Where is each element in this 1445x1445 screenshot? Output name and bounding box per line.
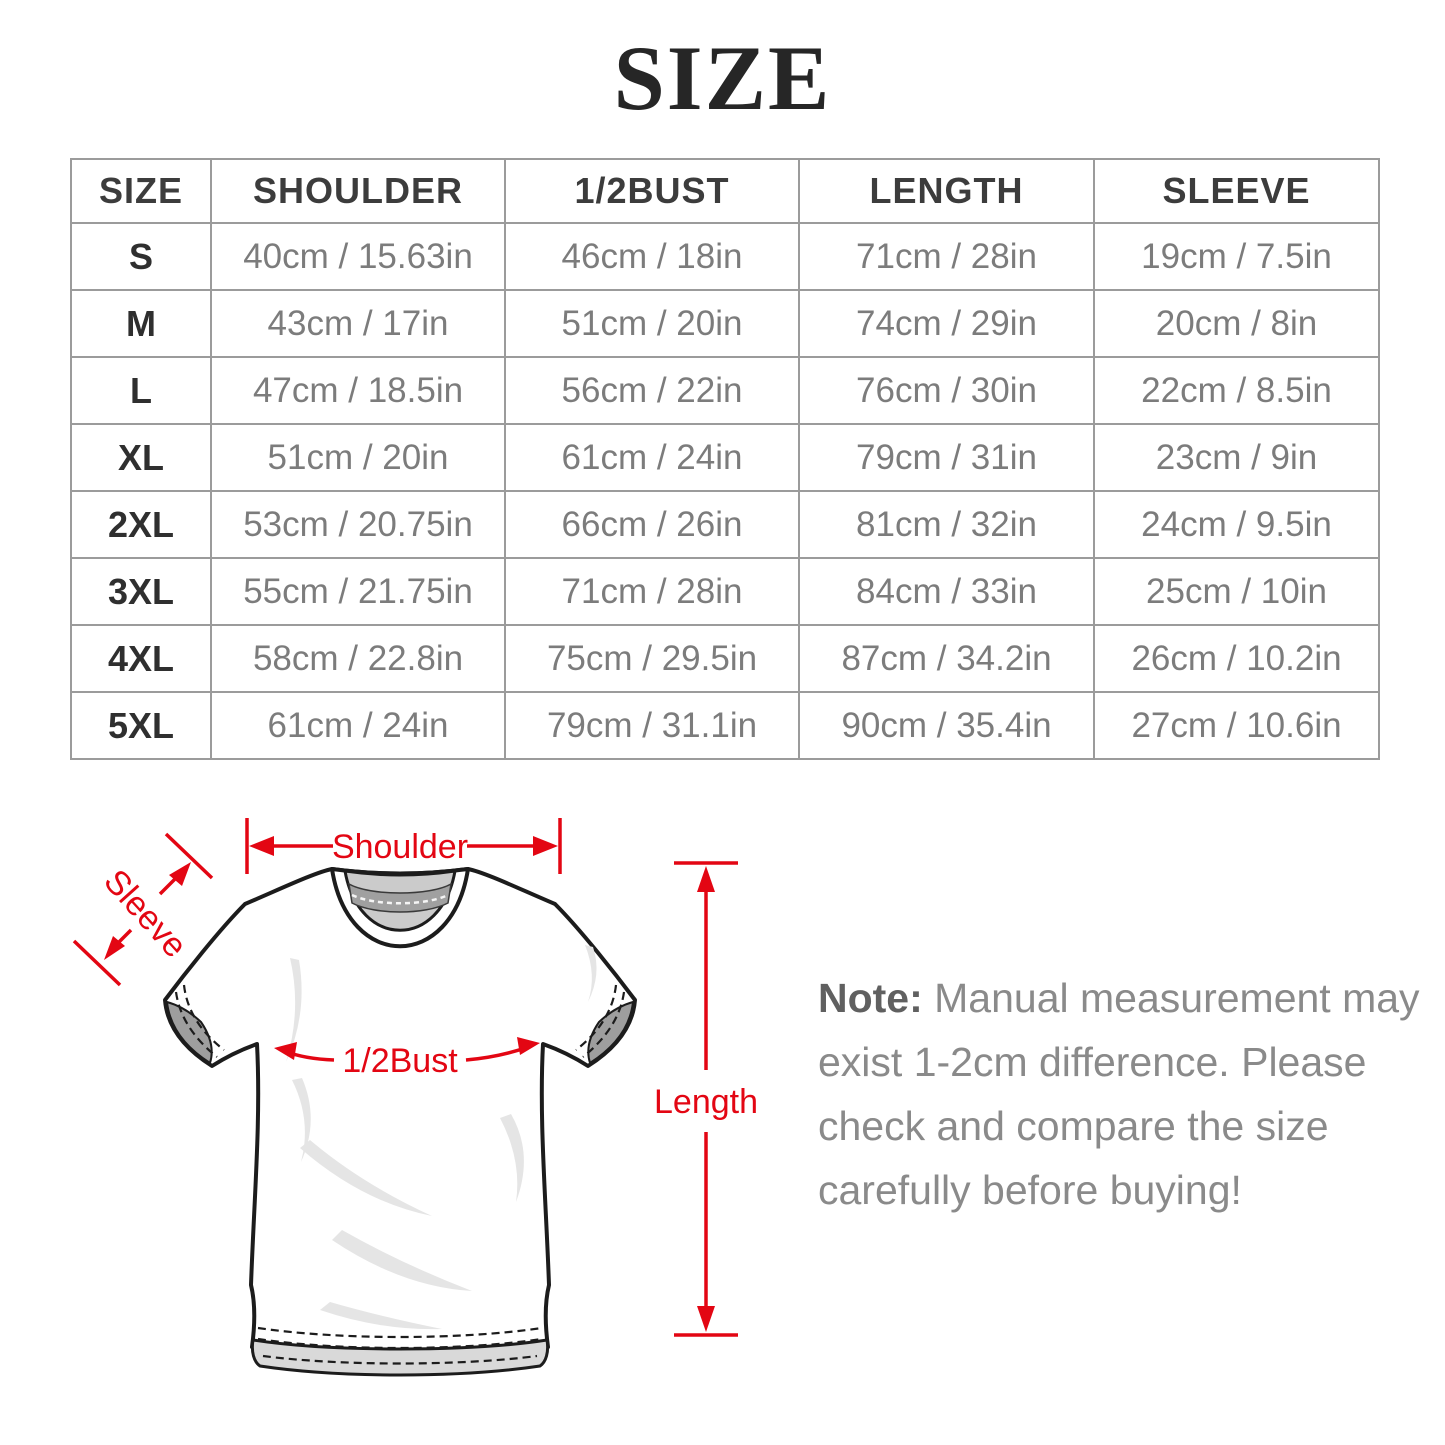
shoulder-dimension-arrow: Shoulder: [245, 818, 562, 874]
shoulder-cell: 51cm / 20in: [210, 423, 506, 492]
size-cell: S: [70, 222, 212, 291]
left-cuff-stitches: [174, 984, 225, 1058]
size-cell: 2XL: [70, 490, 212, 559]
table-row: XL 51cm / 20in 61cm / 24in 79cm / 31in 2…: [70, 423, 1380, 492]
note-text: Note: Manual measurement may exist 1-2cm…: [818, 966, 1445, 1222]
bust-cell: 75cm / 29.5in: [504, 624, 800, 693]
bust-cell: 79cm / 31.1in: [504, 691, 800, 760]
bust-cell: 46cm / 18in: [504, 222, 800, 291]
shoulder-cell: 43cm / 17in: [210, 289, 506, 358]
sleeve-dimension-arrow: Sleeve: [72, 832, 214, 987]
shoulder-cell: 55cm / 21.75in: [210, 557, 506, 626]
size-cell: XL: [70, 423, 212, 492]
hem-band: [250, 1338, 550, 1377]
page-title: SIZE: [613, 27, 832, 129]
sleeve-cell: 23cm / 9in: [1093, 423, 1380, 492]
bust-cell: 71cm / 28in: [504, 557, 800, 626]
length-cell: 87cm / 34.2in: [798, 624, 1095, 693]
bust-cell: 51cm / 20in: [504, 289, 800, 358]
bust-cell: 66cm / 26in: [504, 490, 800, 559]
shoulder-cell: 47cm / 18.5in: [210, 356, 506, 425]
note-body: Manual measurement may exist 1-2cm diffe…: [818, 975, 1420, 1213]
sleeve-cell: 19cm / 7.5in: [1093, 222, 1380, 291]
size-cell: 3XL: [70, 557, 212, 626]
size-cell: M: [70, 289, 212, 358]
sleeve-cell: 22cm / 8.5in: [1093, 356, 1380, 425]
back-neck-tape: [348, 882, 452, 913]
sleeve-cell: 24cm / 9.5in: [1093, 490, 1380, 559]
length-cell: 84cm / 33in: [798, 557, 1095, 626]
size-cell: 5XL: [70, 691, 212, 760]
table-header-row: SIZE SHOULDER 1/2BUST LENGTH SLEEVE: [70, 158, 1380, 224]
sleeve-cell: 20cm / 8in: [1093, 289, 1380, 358]
tshirt-illustration: [163, 867, 637, 1360]
hem-stitches: [257, 1326, 543, 1365]
sleeve-cell: 27cm / 10.6in: [1093, 691, 1380, 760]
length-cell: 71cm / 28in: [798, 222, 1095, 291]
bust-label: 1/2Bust: [342, 1042, 458, 1080]
bust-cell: 56cm / 22in: [504, 356, 800, 425]
size-table: SIZE SHOULDER 1/2BUST LENGTH SLEEVE S 40…: [70, 158, 1380, 760]
table-row: 5XL 61cm / 24in 79cm / 31.1in 90cm / 35.…: [70, 691, 1380, 760]
bust-dimension-arrow: 1/2Bust: [274, 1037, 540, 1080]
shoulder-cell: 53cm / 20.75in: [210, 490, 506, 559]
length-cell: 74cm / 29in: [798, 289, 1095, 358]
bust-cell: 61cm / 24in: [504, 423, 800, 492]
tshirt-measurement-diagram: Shoulder Sleeve 1/2Bust Length: [72, 818, 758, 1377]
shoulder-cell: 40cm / 15.63in: [210, 222, 506, 291]
column-header-bust: 1/2BUST: [504, 158, 800, 224]
table-row: S 40cm / 15.63in 46cm / 18in 71cm / 28in…: [70, 222, 1380, 291]
column-header-size: SIZE: [70, 158, 212, 224]
size-cell: L: [70, 356, 212, 425]
table-row: 2XL 53cm / 20.75in 66cm / 26in 81cm / 32…: [70, 490, 1380, 559]
column-header-shoulder: SHOULDER: [210, 158, 506, 224]
table-row: 3XL 55cm / 21.75in 71cm / 28in 84cm / 33…: [70, 557, 1380, 626]
length-dimension-arrow: Length: [654, 861, 758, 1337]
length-label: Length: [654, 1083, 758, 1121]
note-label: Note:: [818, 975, 923, 1021]
length-cell: 81cm / 32in: [798, 490, 1095, 559]
right-cuff-stitches: [575, 984, 626, 1058]
sleeve-cell: 26cm / 10.2in: [1093, 624, 1380, 693]
shoulder-cell: 58cm / 22.8in: [210, 624, 506, 693]
right-cuff-interior: [587, 1000, 635, 1065]
column-header-sleeve: SLEEVE: [1093, 158, 1380, 224]
back-neck-tape-stitch: [351, 893, 449, 905]
shoulder-label: Shoulder: [332, 828, 468, 866]
sleeve-cell: 25cm / 10in: [1093, 557, 1380, 626]
table-row: L 47cm / 18.5in 56cm / 22in 76cm / 30in …: [70, 356, 1380, 425]
left-cuff-interior: [165, 1000, 213, 1065]
table-row: M 43cm / 17in 51cm / 20in 74cm / 29in 20…: [70, 289, 1380, 358]
size-cell: 4XL: [70, 624, 212, 693]
shoulder-cell: 61cm / 24in: [210, 691, 506, 760]
table-row: 4XL 58cm / 22.8in 75cm / 29.5in 87cm / 3…: [70, 624, 1380, 693]
length-cell: 90cm / 35.4in: [798, 691, 1095, 760]
column-header-length: LENGTH: [798, 158, 1095, 224]
length-cell: 79cm / 31in: [798, 423, 1095, 492]
length-cell: 76cm / 30in: [798, 356, 1095, 425]
fabric-wrinkles: [286, 945, 597, 1330]
